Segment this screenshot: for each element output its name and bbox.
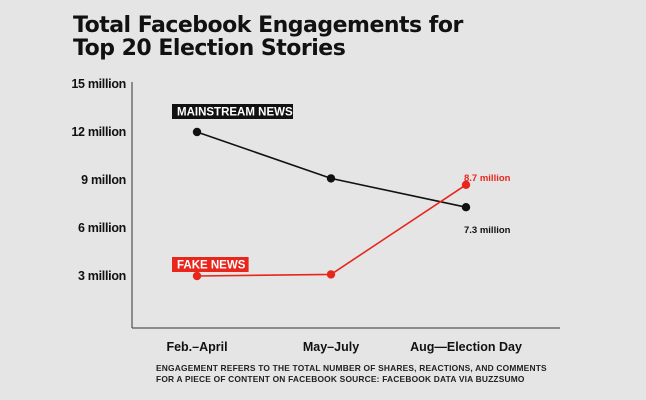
series-label-fake: FAKE NEWS: [177, 260, 246, 272]
series-label-fake-box: [172, 257, 249, 272]
y-tick-label: 12 million: [71, 125, 126, 139]
y-tick-label: 6 million: [78, 221, 126, 235]
footnote-line-1: ENGAGEMENT REFERS TO THE TOTAL NUMBER OF…: [156, 363, 547, 373]
series-line-mainstream: [196, 131, 467, 208]
chart-title-line-1: Total Facebook Engagements for: [73, 13, 463, 38]
x-tick-label: May–July: [303, 340, 359, 354]
chart-title-line-2: Top 20 Election Stories: [73, 36, 346, 61]
data-point-mainstream: [326, 174, 336, 183]
data-point-mainstream: [461, 203, 471, 212]
footnote-line-2: FOR A PIECE OF CONTENT ON FACEBOOK SOURC…: [156, 374, 525, 384]
data-point-fake: [461, 180, 471, 189]
series-label-mainstream-box: [172, 104, 293, 119]
series-label-mainstream: MAINSTREAM NEWS: [177, 107, 293, 119]
data-point-mainstream: [192, 127, 202, 137]
data-point-fake: [326, 270, 336, 279]
y-tick-label: 3 million: [78, 269, 126, 283]
y-tick-label: 15 million: [71, 77, 126, 91]
data-label-fake: 8.7 million: [464, 173, 511, 184]
x-tick-label: Feb.–April: [166, 340, 227, 354]
data-label-mainstream: 7.3 million: [464, 225, 511, 236]
y-tick-label: 9 millon: [81, 173, 126, 187]
data-point-fake: [192, 271, 202, 281]
x-tick-label: Aug—Election Day: [410, 340, 522, 354]
